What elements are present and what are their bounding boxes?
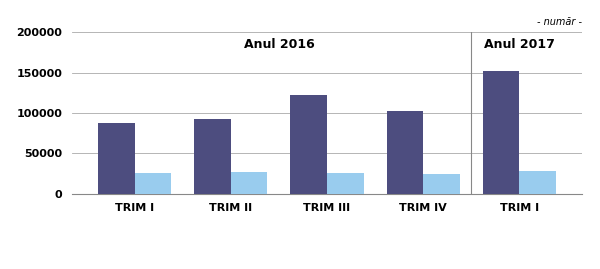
Bar [290, 95, 327, 194]
Bar [423, 174, 460, 194]
Bar [483, 71, 520, 194]
Bar [231, 172, 268, 194]
Bar [194, 119, 231, 194]
Text: - număr -: - număr - [537, 17, 582, 27]
Text: Anul 2017: Anul 2017 [484, 38, 555, 51]
Bar [98, 123, 134, 194]
Bar [520, 172, 556, 194]
Text: Anul 2016: Anul 2016 [244, 38, 314, 51]
Bar [134, 173, 171, 194]
Bar [327, 173, 364, 194]
Bar [386, 111, 423, 194]
